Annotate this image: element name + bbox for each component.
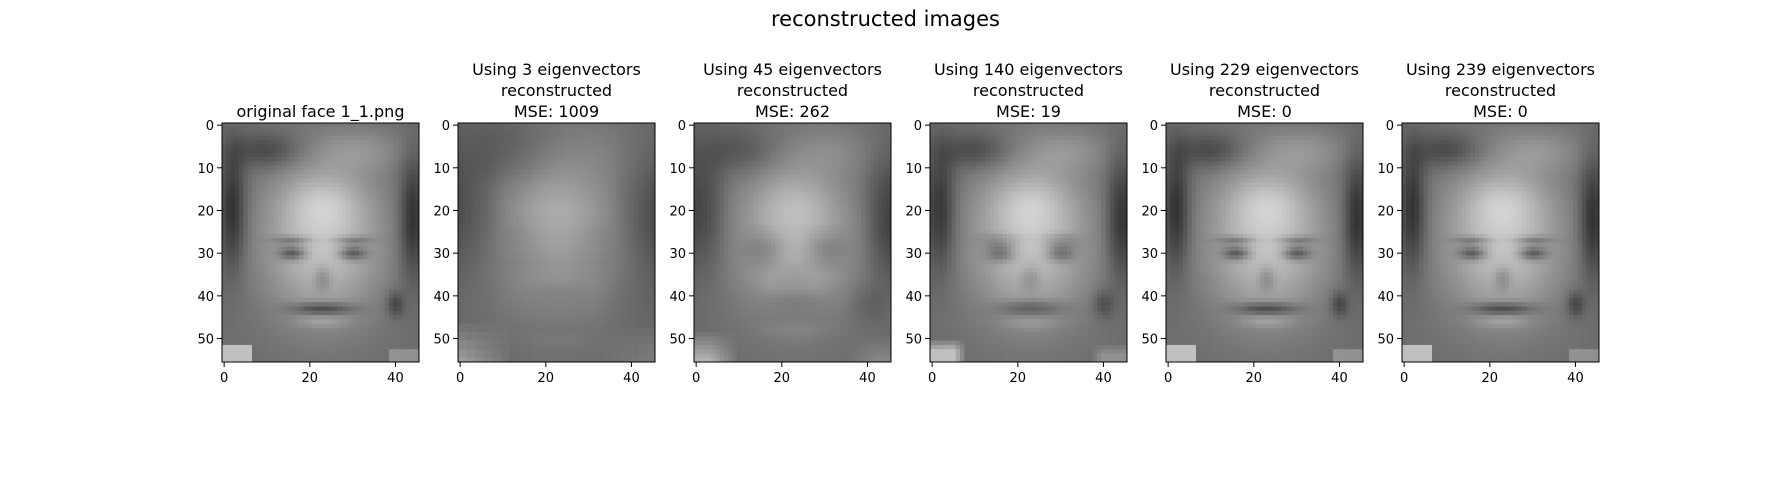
x-tick-label: 20 (774, 371, 791, 386)
y-tick-label: 20 (669, 204, 686, 219)
y-tick-label: 10 (669, 162, 686, 177)
image-pixels (222, 123, 420, 363)
y-tick-label: 30 (433, 247, 450, 262)
image-pixels (1166, 123, 1364, 363)
subplot-1: original face 1_1.png 0 20 40 0 10 20 30 40 50 (197, 102, 420, 386)
x-tick-label: 20 (1246, 371, 1263, 386)
y-tick-label: 0 (1386, 119, 1394, 134)
subplot-title-line: Using 239 eigenvectors (1406, 60, 1595, 79)
x-tick-label: 40 (387, 371, 404, 386)
y-tick-label: 0 (914, 119, 922, 134)
y-tick-label: 30 (669, 247, 686, 262)
axes-frame (1401, 122, 1600, 363)
y-tick-label: 40 (1141, 290, 1158, 305)
axes-frame (1165, 122, 1364, 363)
x-tick-label: 40 (1095, 371, 1112, 386)
x-tick-label: 0 (456, 371, 464, 386)
y-tick-label: 50 (905, 333, 922, 348)
axes-frame (929, 122, 1128, 363)
y-tick-label: 30 (197, 247, 214, 262)
subplot-title-line: MSE: 19 (996, 102, 1061, 121)
subplot-title-line: reconstructed (737, 81, 848, 100)
x-tick-label: 40 (623, 371, 640, 386)
y-tick-label: 0 (442, 119, 450, 134)
y-tick-label: 40 (433, 290, 450, 305)
x-tick-label: 0 (928, 371, 936, 386)
subplot-4: Using 140 eigenvectors reconstructed MSE: … (905, 60, 1128, 386)
x-tick-label: 0 (1164, 371, 1172, 386)
subplot-title-line: original face 1_1.png (237, 102, 405, 122)
x-tick-label: 20 (1482, 371, 1499, 386)
x-tick-label: 40 (1331, 371, 1348, 386)
y-tick-label: 0 (1150, 119, 1158, 134)
image-pixels (930, 123, 1128, 363)
y-tick-label: 50 (1377, 333, 1394, 348)
y-tick-label: 20 (1141, 204, 1158, 219)
y-tick-label: 40 (197, 290, 214, 305)
subplot-title-line: Using 45 eigenvectors (703, 60, 882, 79)
x-tick-label: 40 (1567, 371, 1584, 386)
y-tick-label: 40 (669, 290, 686, 305)
subplot-2: Using 3 eigenvectors reconstructed MSE: 10… (433, 60, 656, 386)
y-tick-label: 20 (905, 204, 922, 219)
y-tick-label: 30 (905, 247, 922, 262)
y-tick-label: 10 (1377, 162, 1394, 177)
y-tick-label: 10 (433, 162, 450, 177)
subplot-title-line: reconstructed (501, 81, 612, 100)
x-tick-label: 20 (1010, 371, 1027, 386)
x-tick-label: 0 (220, 371, 228, 386)
y-tick-label: 30 (1377, 247, 1394, 262)
x-tick-label: 0 (1400, 371, 1408, 386)
subplot-title-line: MSE: 0 (1473, 102, 1528, 121)
y-tick-label: 50 (669, 333, 686, 348)
x-tick-label: 40 (859, 371, 876, 386)
subplot-6: Using 239 eigenvectors reconstructed MSE: … (1377, 60, 1600, 386)
subplot-title-line: Using 229 eigenvectors (1170, 60, 1359, 79)
axes-frame (693, 122, 892, 363)
x-tick-label: 20 (302, 371, 319, 386)
y-tick-label: 50 (1141, 333, 1158, 348)
x-tick-label: 0 (692, 371, 700, 386)
subplot-title-line: Using 3 eigenvectors (472, 60, 641, 79)
subplot-title-line: Using 140 eigenvectors (934, 60, 1123, 79)
y-tick-label: 30 (1141, 247, 1158, 262)
subplot-title-line: MSE: 0 (1237, 102, 1292, 121)
subplot-3: Using 45 eigenvectors reconstructed MSE: 2… (669, 60, 892, 386)
subplot-title-line: MSE: 1009 (514, 102, 599, 121)
subplot-title-line: MSE: 262 (755, 102, 830, 121)
y-tick-label: 10 (197, 162, 214, 177)
y-tick-label: 40 (905, 290, 922, 305)
axes-frame (457, 122, 656, 363)
figure-suptitle: reconstructed images (771, 7, 1000, 31)
y-tick-label: 20 (197, 204, 214, 219)
y-tick-label: 0 (678, 119, 686, 134)
y-tick-label: 10 (1141, 162, 1158, 177)
subplot-title-line: reconstructed (1445, 81, 1556, 100)
y-tick-label: 10 (905, 162, 922, 177)
image-pixels (694, 123, 892, 363)
subplot-5: Using 229 eigenvectors reconstructed MSE: … (1141, 60, 1364, 386)
axes-frame (221, 122, 420, 363)
y-tick-label: 20 (433, 204, 450, 219)
subplot-title-line: reconstructed (1209, 81, 1320, 100)
y-tick-label: 0 (206, 119, 214, 134)
x-tick-label: 20 (538, 371, 555, 386)
y-tick-label: 40 (1377, 290, 1394, 305)
y-tick-label: 20 (1377, 204, 1394, 219)
y-tick-label: 50 (197, 333, 214, 348)
image-pixels (1402, 123, 1600, 363)
y-tick-label: 50 (433, 333, 450, 348)
image-pixels (458, 123, 656, 363)
subplot-title-line: reconstructed (973, 81, 1084, 100)
